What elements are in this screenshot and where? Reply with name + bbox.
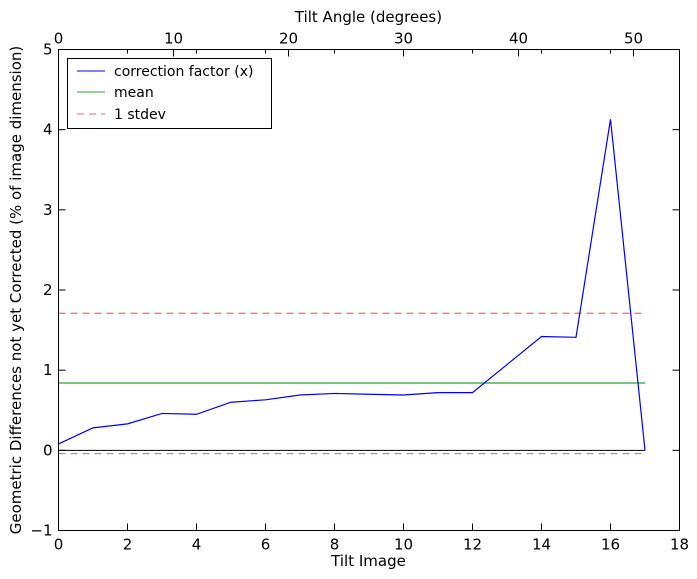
x2-axis-title: Tilt Angle (degrees) — [294, 8, 442, 26]
x-axis-title: Tilt Image — [330, 552, 406, 570]
legend-box — [67, 58, 272, 129]
y-tick-label: 1 — [43, 361, 53, 379]
y-tick-label: 3 — [43, 201, 53, 219]
x-tick-label: 8 — [330, 536, 340, 554]
x2-tick-label: 10 — [164, 30, 183, 48]
legend: correction factor (x) mean 1 stdev — [67, 58, 272, 129]
y-tick-label: 2 — [43, 281, 53, 299]
x2-tick-label: 30 — [394, 30, 413, 48]
y-tick-label: 5 — [43, 41, 53, 59]
x-tick-label: 18 — [670, 536, 689, 554]
x-tick-label: 4 — [192, 536, 202, 554]
series-line-correction-factor — [58, 119, 646, 451]
legend-label-correction: correction factor (x) — [114, 64, 253, 80]
y-tick-label: 0 — [43, 441, 53, 459]
legend-label-mean: mean — [114, 85, 154, 101]
x2-tick-label: 0 — [54, 30, 64, 48]
x-tick-label: 2 — [123, 536, 133, 554]
x2-tick-label: 40 — [509, 30, 528, 48]
x-tick-label: 14 — [532, 536, 551, 554]
x-tick-label: 12 — [463, 536, 482, 554]
x2-tick-label: 50 — [624, 30, 643, 48]
x2-tick-label: 20 — [279, 30, 298, 48]
x-tick-label: 16 — [601, 536, 620, 554]
x-tick-label: 0 — [54, 536, 64, 554]
x-tick-label: 10 — [394, 536, 413, 554]
y-tick-label: −1 — [30, 522, 52, 540]
legend-label-stdev: 1 stdev — [114, 107, 166, 123]
x-tick-label: 6 — [261, 536, 271, 554]
y-axis-title: Geometric Differences not yet Corrected … — [7, 46, 25, 535]
y-tick-label: 4 — [43, 121, 53, 139]
